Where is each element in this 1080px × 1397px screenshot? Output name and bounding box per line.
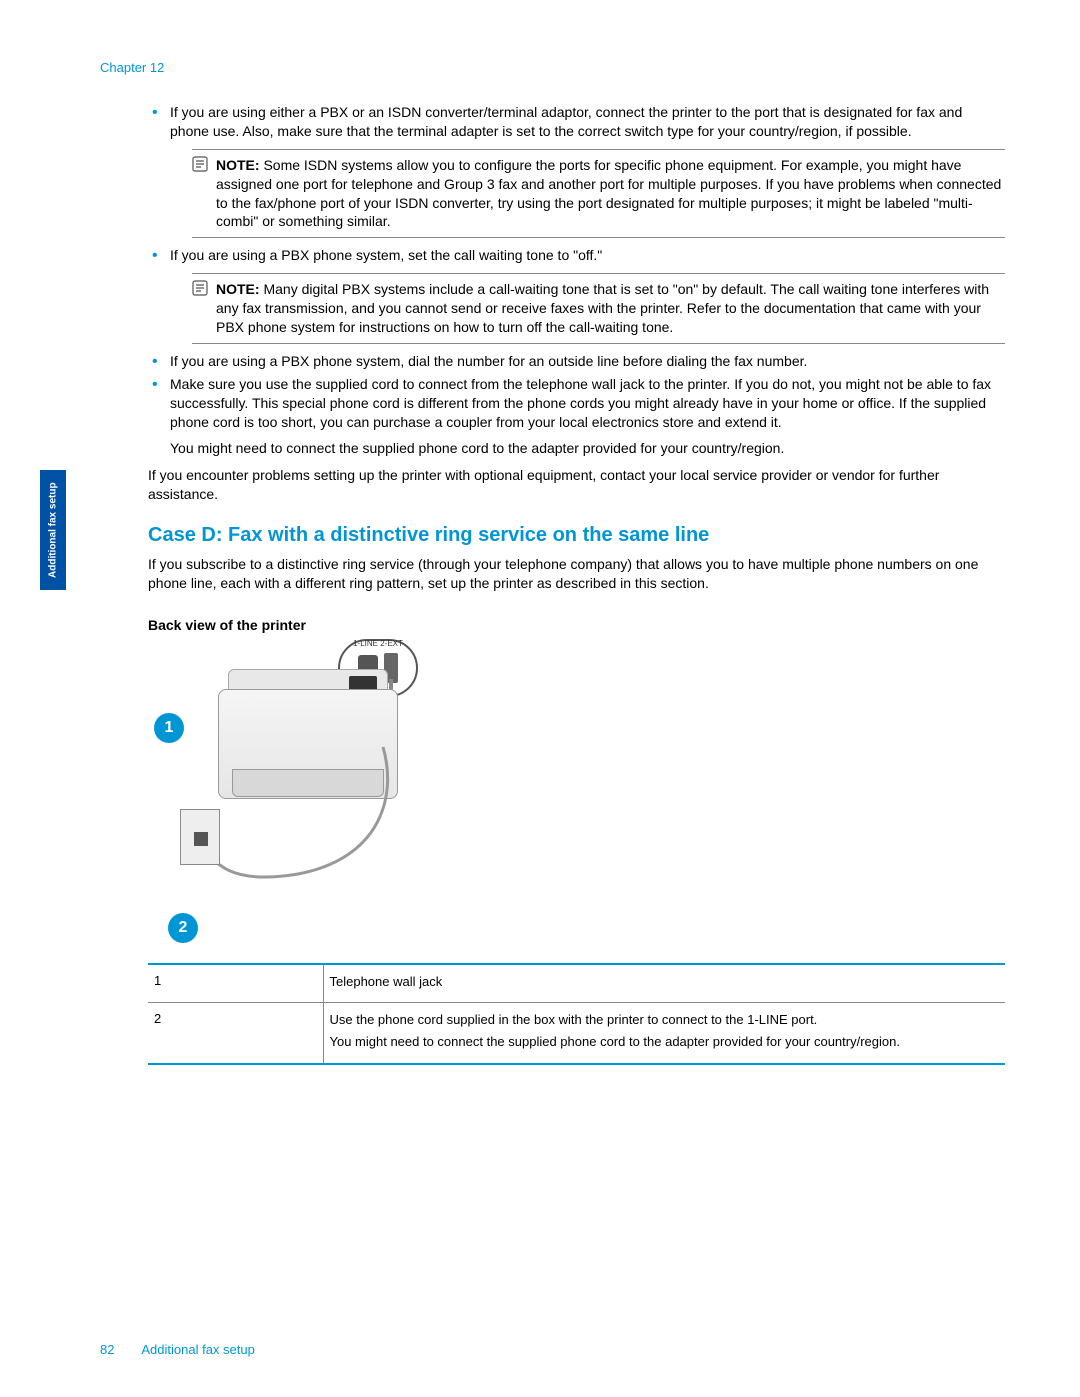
after-bullets-para: If you encounter problems setting up the… — [148, 466, 1005, 504]
note-icon — [192, 280, 208, 296]
phone-cord — [198, 739, 408, 889]
callout-marker-1: 1 — [154, 713, 184, 743]
list-item: If you are using either a PBX or an ISDN… — [148, 103, 1005, 238]
callout-marker-2: 2 — [168, 913, 198, 943]
footer-section[interactable]: Additional fax setup — [141, 1342, 254, 1357]
page-footer: 82 Additional fax setup — [100, 1342, 255, 1357]
side-tab: Additional fax setup — [40, 470, 66, 590]
wall-jack — [180, 809, 220, 865]
bullet-extra: You might need to connect the supplied p… — [170, 439, 1005, 458]
ref-desc: Use the phone cord supplied in the box w… — [323, 1003, 1005, 1064]
ref-num: 2 — [148, 1003, 323, 1064]
list-item: Make sure you use the supplied cord to c… — [148, 375, 1005, 459]
list-item: If you are using a PBX phone system, set… — [148, 246, 1005, 344]
table-row: 2 Use the phone cord supplied in the box… — [148, 1003, 1005, 1064]
figure-caption: Back view of the printer — [148, 617, 1005, 633]
note-text: Some ISDN systems allow you to configure… — [216, 157, 1001, 230]
port-labels: 1-LINE 2-EXT — [340, 639, 416, 648]
section-title: Case D: Fax with a distinctive ring serv… — [148, 524, 1005, 547]
note-label: NOTE: — [216, 157, 260, 173]
ref-desc: Telephone wall jack — [323, 964, 1005, 1003]
note-box: NOTE: Many digital PBX systems include a… — [192, 273, 1005, 344]
printer-diagram: 1-LINE 2-EXT 1 2 — [148, 639, 438, 949]
ref-num: 1 — [148, 964, 323, 1003]
section-intro: If you subscribe to a distinctive ring s… — [148, 555, 1005, 593]
bullet-text: If you are using a PBX phone system, set… — [170, 247, 602, 263]
reference-table: 1 Telephone wall jack 2 Use the phone co… — [148, 963, 1005, 1065]
note-text: Many digital PBX systems include a call-… — [216, 281, 989, 335]
list-item: If you are using a PBX phone system, dia… — [148, 352, 1005, 371]
note-icon — [192, 156, 208, 172]
bullet-text: If you are using either a PBX or an ISDN… — [170, 104, 962, 139]
note-label: NOTE: — [216, 281, 260, 297]
bullet-text: Make sure you use the supplied cord to c… — [170, 376, 991, 430]
table-row: 1 Telephone wall jack — [148, 964, 1005, 1003]
note-box: NOTE: Some ISDN systems allow you to con… — [192, 149, 1005, 239]
bullet-text: If you are using a PBX phone system, dia… — [170, 353, 807, 369]
chapter-link[interactable]: Chapter 12 — [100, 60, 1005, 75]
page-number: 82 — [100, 1342, 114, 1357]
bullet-list: If you are using either a PBX or an ISDN… — [148, 103, 1005, 458]
